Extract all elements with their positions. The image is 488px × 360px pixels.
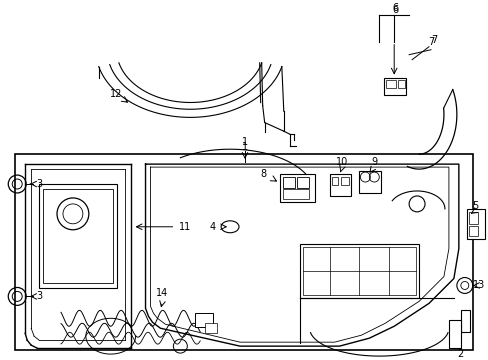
Bar [460,310,469,332]
Bar [39,184,117,288]
Bar [386,80,395,87]
Text: 8: 8 [260,169,266,179]
Bar [468,212,477,224]
Bar [205,323,217,333]
Bar [296,177,308,188]
Text: 3: 3 [36,291,42,301]
Text: 7: 7 [430,35,436,45]
Bar [282,177,294,188]
Bar [384,78,406,95]
Text: 14: 14 [156,288,168,298]
Text: 6: 6 [391,5,397,15]
Text: 13: 13 [472,280,484,291]
Bar [341,177,349,185]
Bar [397,80,405,87]
Bar [359,171,381,193]
Bar [448,320,460,348]
Text: 12: 12 [109,90,122,99]
Bar [302,247,415,296]
Text: 1: 1 [242,142,247,152]
Bar [468,226,477,236]
Text: 9: 9 [370,157,377,167]
Bar [43,189,112,283]
Text: 4: 4 [209,222,215,232]
Bar [331,177,338,185]
Text: 11: 11 [179,222,191,232]
Bar [299,244,418,298]
Bar [195,313,213,327]
Text: 6: 6 [391,3,397,13]
Text: 7: 7 [427,37,433,47]
Text: 3: 3 [36,179,42,189]
Text: 10: 10 [336,157,348,167]
Text: 1: 1 [242,137,247,147]
Text: 5: 5 [472,201,478,211]
Text: 2: 2 [457,349,463,359]
Bar [329,174,351,196]
Bar [466,209,484,239]
Bar [279,174,314,202]
Bar [15,154,472,350]
Bar [282,189,308,199]
